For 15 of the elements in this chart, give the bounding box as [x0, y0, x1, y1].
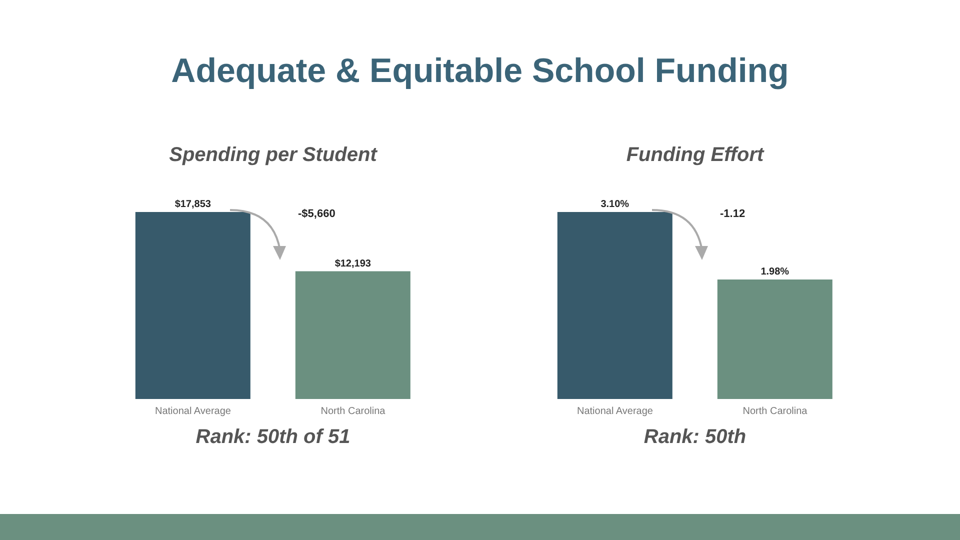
chart-title: Spending per Student	[168, 144, 378, 167]
x-tick-label: National Average	[155, 406, 232, 418]
data-label: $17,853	[174, 199, 212, 210]
annotation: -1.12	[720, 208, 746, 220]
annotation: -$5,660	[298, 208, 336, 220]
data-label: 3.10%	[600, 199, 630, 210]
data-label: 1.98%	[760, 266, 790, 278]
text: Rank: 50th of 51	[194, 426, 352, 449]
text: Rank: 50th	[642, 426, 748, 449]
data-label: $12,193	[334, 258, 372, 270]
x-tick-label: National Average	[577, 406, 654, 418]
chart-title: Funding Effort	[625, 144, 766, 167]
x-tick-label: North Carolina	[742, 406, 808, 418]
x-tick-label: North Carolina	[320, 406, 386, 418]
text: Adequate & Equitable School Funding	[170, 52, 790, 91]
